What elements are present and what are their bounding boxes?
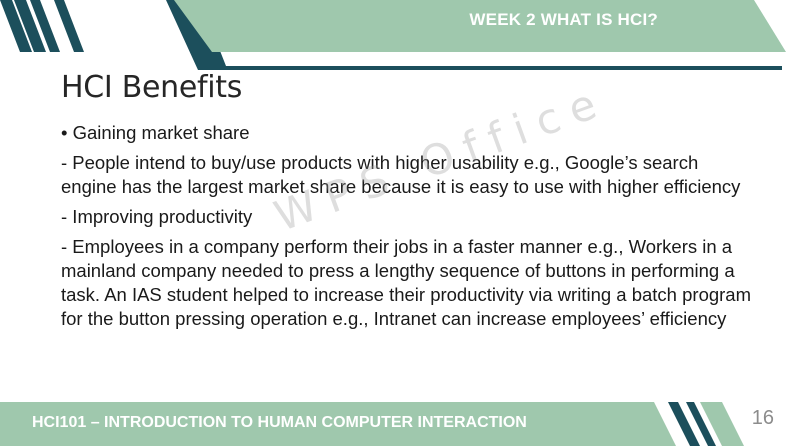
week-title: WEEK 2 WHAT IS HCI?: [469, 10, 658, 29]
header-stripe-3: [30, 0, 60, 52]
bullet-improving-productivity: - Improving productivity: [61, 206, 253, 227]
footer-stripe-2: [686, 402, 716, 446]
footer-stripe-3: [700, 402, 744, 446]
header-banner: [0, 0, 786, 70]
course-title: HCI101 – INTRODUCTION TO HUMAN COMPUTER …: [32, 414, 527, 431]
footer-banner: [0, 402, 744, 446]
header-green-band: [174, 0, 786, 52]
footer-green-band: [0, 402, 676, 446]
header-stripe-1: [0, 0, 32, 52]
header-stripe-2: [14, 0, 46, 52]
slide-heading: HCI Benefits: [61, 70, 243, 105]
bullet-gaining-market-share: • Gaining market share: [61, 122, 250, 143]
header-stripe-4: [54, 0, 84, 52]
paragraph-usability-example: - People intend to buy/use products with…: [61, 152, 741, 197]
paragraph-productivity-example: - Employees in a company perform their j…: [61, 236, 752, 329]
footer-stripe-1: [668, 402, 700, 446]
slide-body: • Gaining market share - People intend t…: [61, 121, 751, 337]
page-number: 16: [751, 407, 774, 429]
